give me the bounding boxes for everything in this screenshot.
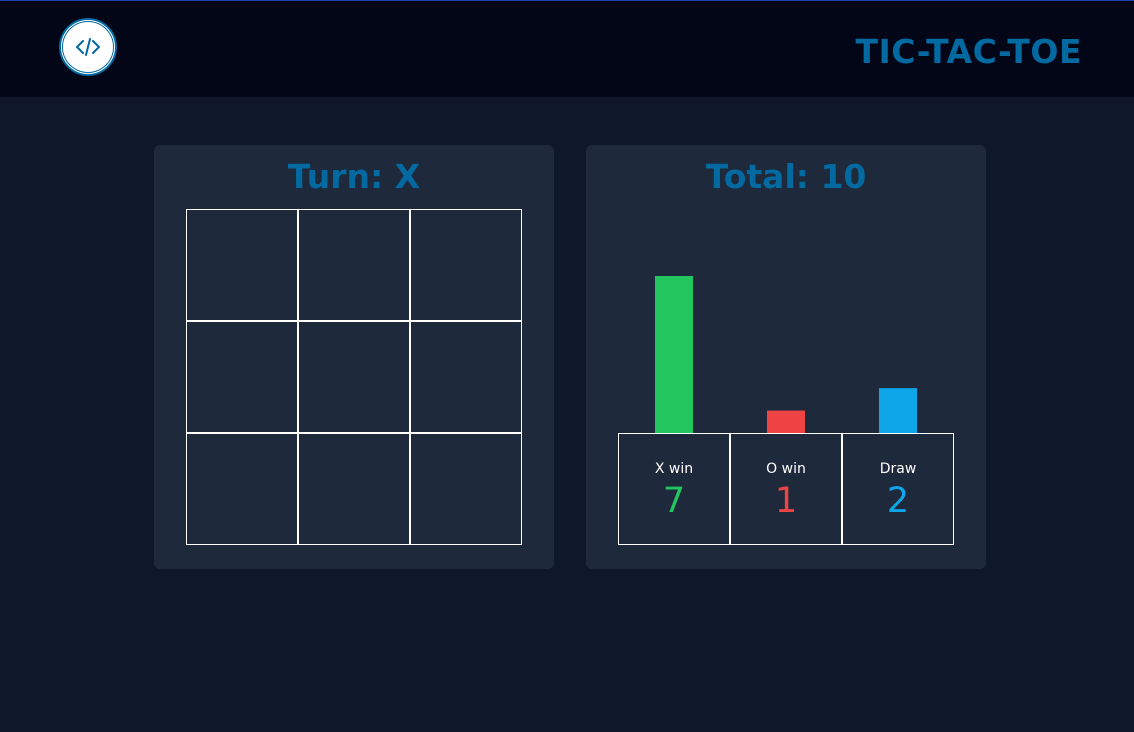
bar-x-win (655, 276, 693, 433)
board-cell-2[interactable] (298, 209, 410, 321)
score-label-draw: Draw (879, 461, 917, 477)
app-header: TIC-TAC-TOE (0, 1, 1134, 97)
total-games-label: Total: 10 (705, 157, 867, 196)
code-icon (76, 38, 100, 56)
turn-indicator: Turn: X (287, 157, 421, 196)
results-bar-chart (655, 276, 917, 433)
board-cell-4[interactable] (186, 321, 298, 433)
score-x-win: X win 7 (618, 433, 730, 545)
game-board (186, 209, 522, 545)
score-value-o-win: 1 (774, 481, 798, 521)
board-cell-3[interactable] (410, 209, 522, 321)
bar-draw (879, 388, 917, 433)
board-cell-1[interactable] (186, 209, 298, 321)
board-cell-7[interactable] (186, 433, 298, 545)
score-table: X win 7 O win 1 Draw 2 (618, 433, 954, 545)
score-value-draw: 2 (886, 481, 910, 521)
score-label-o-win: O win (766, 461, 806, 477)
board-cell-8[interactable] (298, 433, 410, 545)
board-cell-9[interactable] (410, 433, 522, 545)
score-draw: Draw 2 (842, 433, 954, 545)
board-cell-5[interactable] (298, 321, 410, 433)
score-label-x-win: X win (654, 461, 694, 477)
logo-ring (62, 21, 114, 73)
score-value-x-win: 7 (662, 481, 686, 521)
score-o-win: O win 1 (730, 433, 842, 545)
top-accent-line (0, 0, 1134, 1)
game-panel: Turn: X (154, 145, 554, 569)
stats-panel: Total: 10 X win 7 O win 1 Draw 2 (586, 145, 986, 569)
logo[interactable] (59, 18, 117, 76)
bar-o-win (767, 410, 805, 433)
app-title: TIC-TAC-TOE (855, 32, 1082, 71)
board-cell-6[interactable] (410, 321, 522, 433)
